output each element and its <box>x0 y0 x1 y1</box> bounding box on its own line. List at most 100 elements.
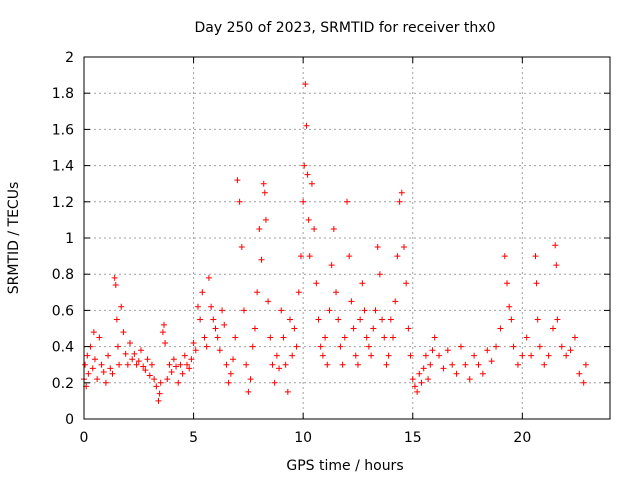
data-point <box>374 244 381 251</box>
data-point <box>197 316 204 323</box>
data-point <box>305 216 312 223</box>
data-point <box>254 289 261 296</box>
gridlines <box>84 57 610 419</box>
data-point <box>90 329 97 336</box>
data-point <box>301 162 308 169</box>
data-point <box>523 334 530 341</box>
data-point <box>346 253 353 260</box>
data-point <box>112 282 119 289</box>
data-point <box>170 356 177 363</box>
data-point <box>113 316 120 323</box>
data-point <box>236 198 243 205</box>
data-point <box>304 171 311 178</box>
data-point <box>212 325 219 332</box>
data-point <box>295 289 302 296</box>
data-point <box>96 334 103 341</box>
data-point <box>91 356 98 363</box>
data-point <box>153 383 160 390</box>
data-point <box>201 334 208 341</box>
data-point <box>528 352 535 359</box>
data-point <box>102 379 109 386</box>
data-point <box>453 370 460 377</box>
data-point <box>484 347 491 354</box>
data-point <box>190 339 197 346</box>
data-point <box>289 352 296 359</box>
data-point <box>179 370 186 377</box>
data-point <box>411 383 418 390</box>
data-point <box>84 352 91 359</box>
data-point <box>162 339 169 346</box>
data-point <box>398 189 405 196</box>
data-point <box>337 343 344 350</box>
data-point <box>221 321 228 328</box>
data-point <box>303 122 310 129</box>
data-point <box>350 325 357 332</box>
data-point <box>313 280 320 287</box>
data-point <box>137 347 144 354</box>
data-point <box>308 180 315 187</box>
data-point <box>166 361 173 368</box>
data-point <box>553 262 560 269</box>
data-point <box>234 177 241 184</box>
data-point <box>278 307 285 314</box>
data-point <box>122 350 129 357</box>
data-point <box>148 361 155 368</box>
y-tick-label: 1.6 <box>52 122 74 138</box>
data-point <box>210 316 217 323</box>
data-point <box>225 379 232 386</box>
data-point <box>140 363 147 370</box>
data-point <box>127 339 134 346</box>
data-point <box>330 225 337 232</box>
data-point <box>497 325 504 332</box>
data-point <box>558 343 565 350</box>
data-point <box>326 307 333 314</box>
data-point <box>405 325 412 332</box>
data-point <box>493 343 500 350</box>
data-point <box>383 361 390 368</box>
data-point <box>157 379 164 386</box>
axis-ticks: 00.20.40.60.811.21.41.61.820 5 10 15 20 <box>52 50 610 446</box>
data-point <box>400 244 407 251</box>
data-point <box>315 316 322 323</box>
y-tick-label: 2 <box>65 50 74 66</box>
data-point <box>357 316 364 323</box>
data-point <box>175 379 182 386</box>
data-point <box>532 253 539 260</box>
data-point <box>514 361 521 368</box>
data-point <box>282 361 289 368</box>
data-point <box>262 216 269 223</box>
data-point <box>260 180 267 187</box>
data-point <box>82 361 89 368</box>
data-point <box>271 379 278 386</box>
data-point <box>379 316 386 323</box>
data-point <box>144 356 151 363</box>
data-point <box>120 329 127 336</box>
data-point <box>361 307 368 314</box>
data-point <box>418 379 425 386</box>
data-point <box>133 361 140 368</box>
data-point <box>409 376 416 383</box>
data-point <box>164 376 171 383</box>
data-point <box>287 316 294 323</box>
data-point <box>194 303 201 310</box>
data-point <box>322 334 329 341</box>
data-point <box>300 198 307 205</box>
y-tick-label: 1.4 <box>52 159 74 175</box>
data-point <box>247 376 254 383</box>
data-point <box>135 358 142 365</box>
data-point <box>219 307 226 314</box>
data-point <box>403 280 410 287</box>
data-point <box>475 361 482 368</box>
data-point <box>387 316 394 323</box>
data-point <box>232 334 239 341</box>
data-point <box>339 361 346 368</box>
data-point <box>181 352 188 359</box>
data-point <box>284 388 291 395</box>
data-point <box>324 361 331 368</box>
data-point <box>89 365 96 372</box>
data-point <box>449 361 456 368</box>
data-point <box>372 307 379 314</box>
data-point <box>571 334 578 341</box>
data-point <box>173 363 180 370</box>
chart-title: Day 250 of 2023, SRMTID for receiver thx… <box>195 20 496 36</box>
